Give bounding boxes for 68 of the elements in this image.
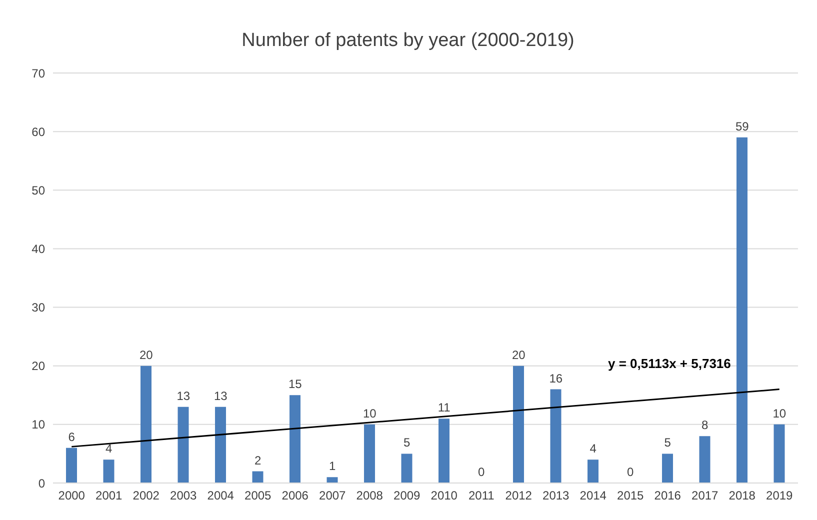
y-tick-label: 10 xyxy=(32,418,46,432)
bar xyxy=(513,366,524,483)
data-label: 4 xyxy=(590,442,597,456)
bar xyxy=(215,406,226,483)
annotation: y = 0,5113x + 5,7316 xyxy=(608,356,731,371)
data-label: 16 xyxy=(549,371,563,386)
x-tick-label: 2002 xyxy=(132,488,160,503)
y-tick-label: 60 xyxy=(32,124,46,139)
bar xyxy=(364,424,375,483)
y-tick-label: 70 xyxy=(32,66,46,80)
bar xyxy=(401,454,412,483)
data-label: 10 xyxy=(772,406,786,420)
chart-title: Number of patents by year (2000-2019) xyxy=(240,30,576,52)
data-label: 20 xyxy=(139,348,154,362)
bar xyxy=(252,471,264,483)
x-tick-label: 2017 xyxy=(692,488,719,503)
data-label: 20 xyxy=(512,348,526,362)
x-tick-label: 2011 xyxy=(468,488,495,503)
data-label: 0 xyxy=(627,465,634,479)
x-tick-label: 2019 xyxy=(766,488,794,503)
x-tick-label: 2004 xyxy=(207,488,234,503)
bar xyxy=(588,460,598,483)
x-tick-label: 2018 xyxy=(728,488,756,503)
bar xyxy=(550,389,562,483)
y-tick-label: 30 xyxy=(32,300,46,315)
data-label: 59 xyxy=(735,119,750,134)
x-tick-label: 2008 xyxy=(356,488,384,503)
data-label: 11 xyxy=(438,400,451,415)
x-tick-label: 2013 xyxy=(542,488,570,503)
x-tick-label: 2007 xyxy=(319,488,346,503)
data-label: 8 xyxy=(702,418,709,432)
bar xyxy=(326,477,338,483)
data-label: 13 xyxy=(214,388,228,403)
data-label: 13 xyxy=(176,388,190,403)
data-label: 10 xyxy=(362,406,377,420)
bar xyxy=(736,137,748,483)
x-tick-label: 2009 xyxy=(394,488,421,503)
data-label: 2 xyxy=(254,453,262,468)
bar xyxy=(438,418,450,483)
x-tick-label: 2006 xyxy=(282,488,309,503)
x-tick-label: 2005 xyxy=(244,488,272,503)
data-label: 15 xyxy=(288,377,302,392)
data-label: 1 xyxy=(329,459,336,474)
y-tick-label: 40 xyxy=(32,242,46,256)
bar xyxy=(774,424,785,483)
bar xyxy=(662,454,673,483)
x-tick-label: 2010 xyxy=(430,488,458,503)
bar xyxy=(290,395,300,483)
data-label: 5 xyxy=(404,436,411,450)
x-tick-label: 2001 xyxy=(96,488,123,503)
x-tick-label: 2012 xyxy=(505,488,532,503)
x-tick-label: 2016 xyxy=(654,488,682,503)
bar xyxy=(178,406,189,483)
bar xyxy=(103,460,114,483)
bar xyxy=(699,436,710,483)
x-tick-label: 2015 xyxy=(617,488,644,503)
y-tick-label: 0 xyxy=(38,476,46,490)
data-label: 4 xyxy=(106,442,113,456)
data-label: 6 xyxy=(68,430,76,444)
bar xyxy=(66,448,77,483)
bar xyxy=(140,366,152,483)
data-label: 5 xyxy=(664,436,672,450)
y-tick-label: 50 xyxy=(32,183,46,198)
x-tick-label: 2014 xyxy=(580,488,607,503)
x-tick-label: 2003 xyxy=(170,488,198,503)
x-tick-label: 2000 xyxy=(58,488,86,503)
y-tick-label: 20 xyxy=(32,359,46,374)
data-label: 0 xyxy=(478,465,486,479)
